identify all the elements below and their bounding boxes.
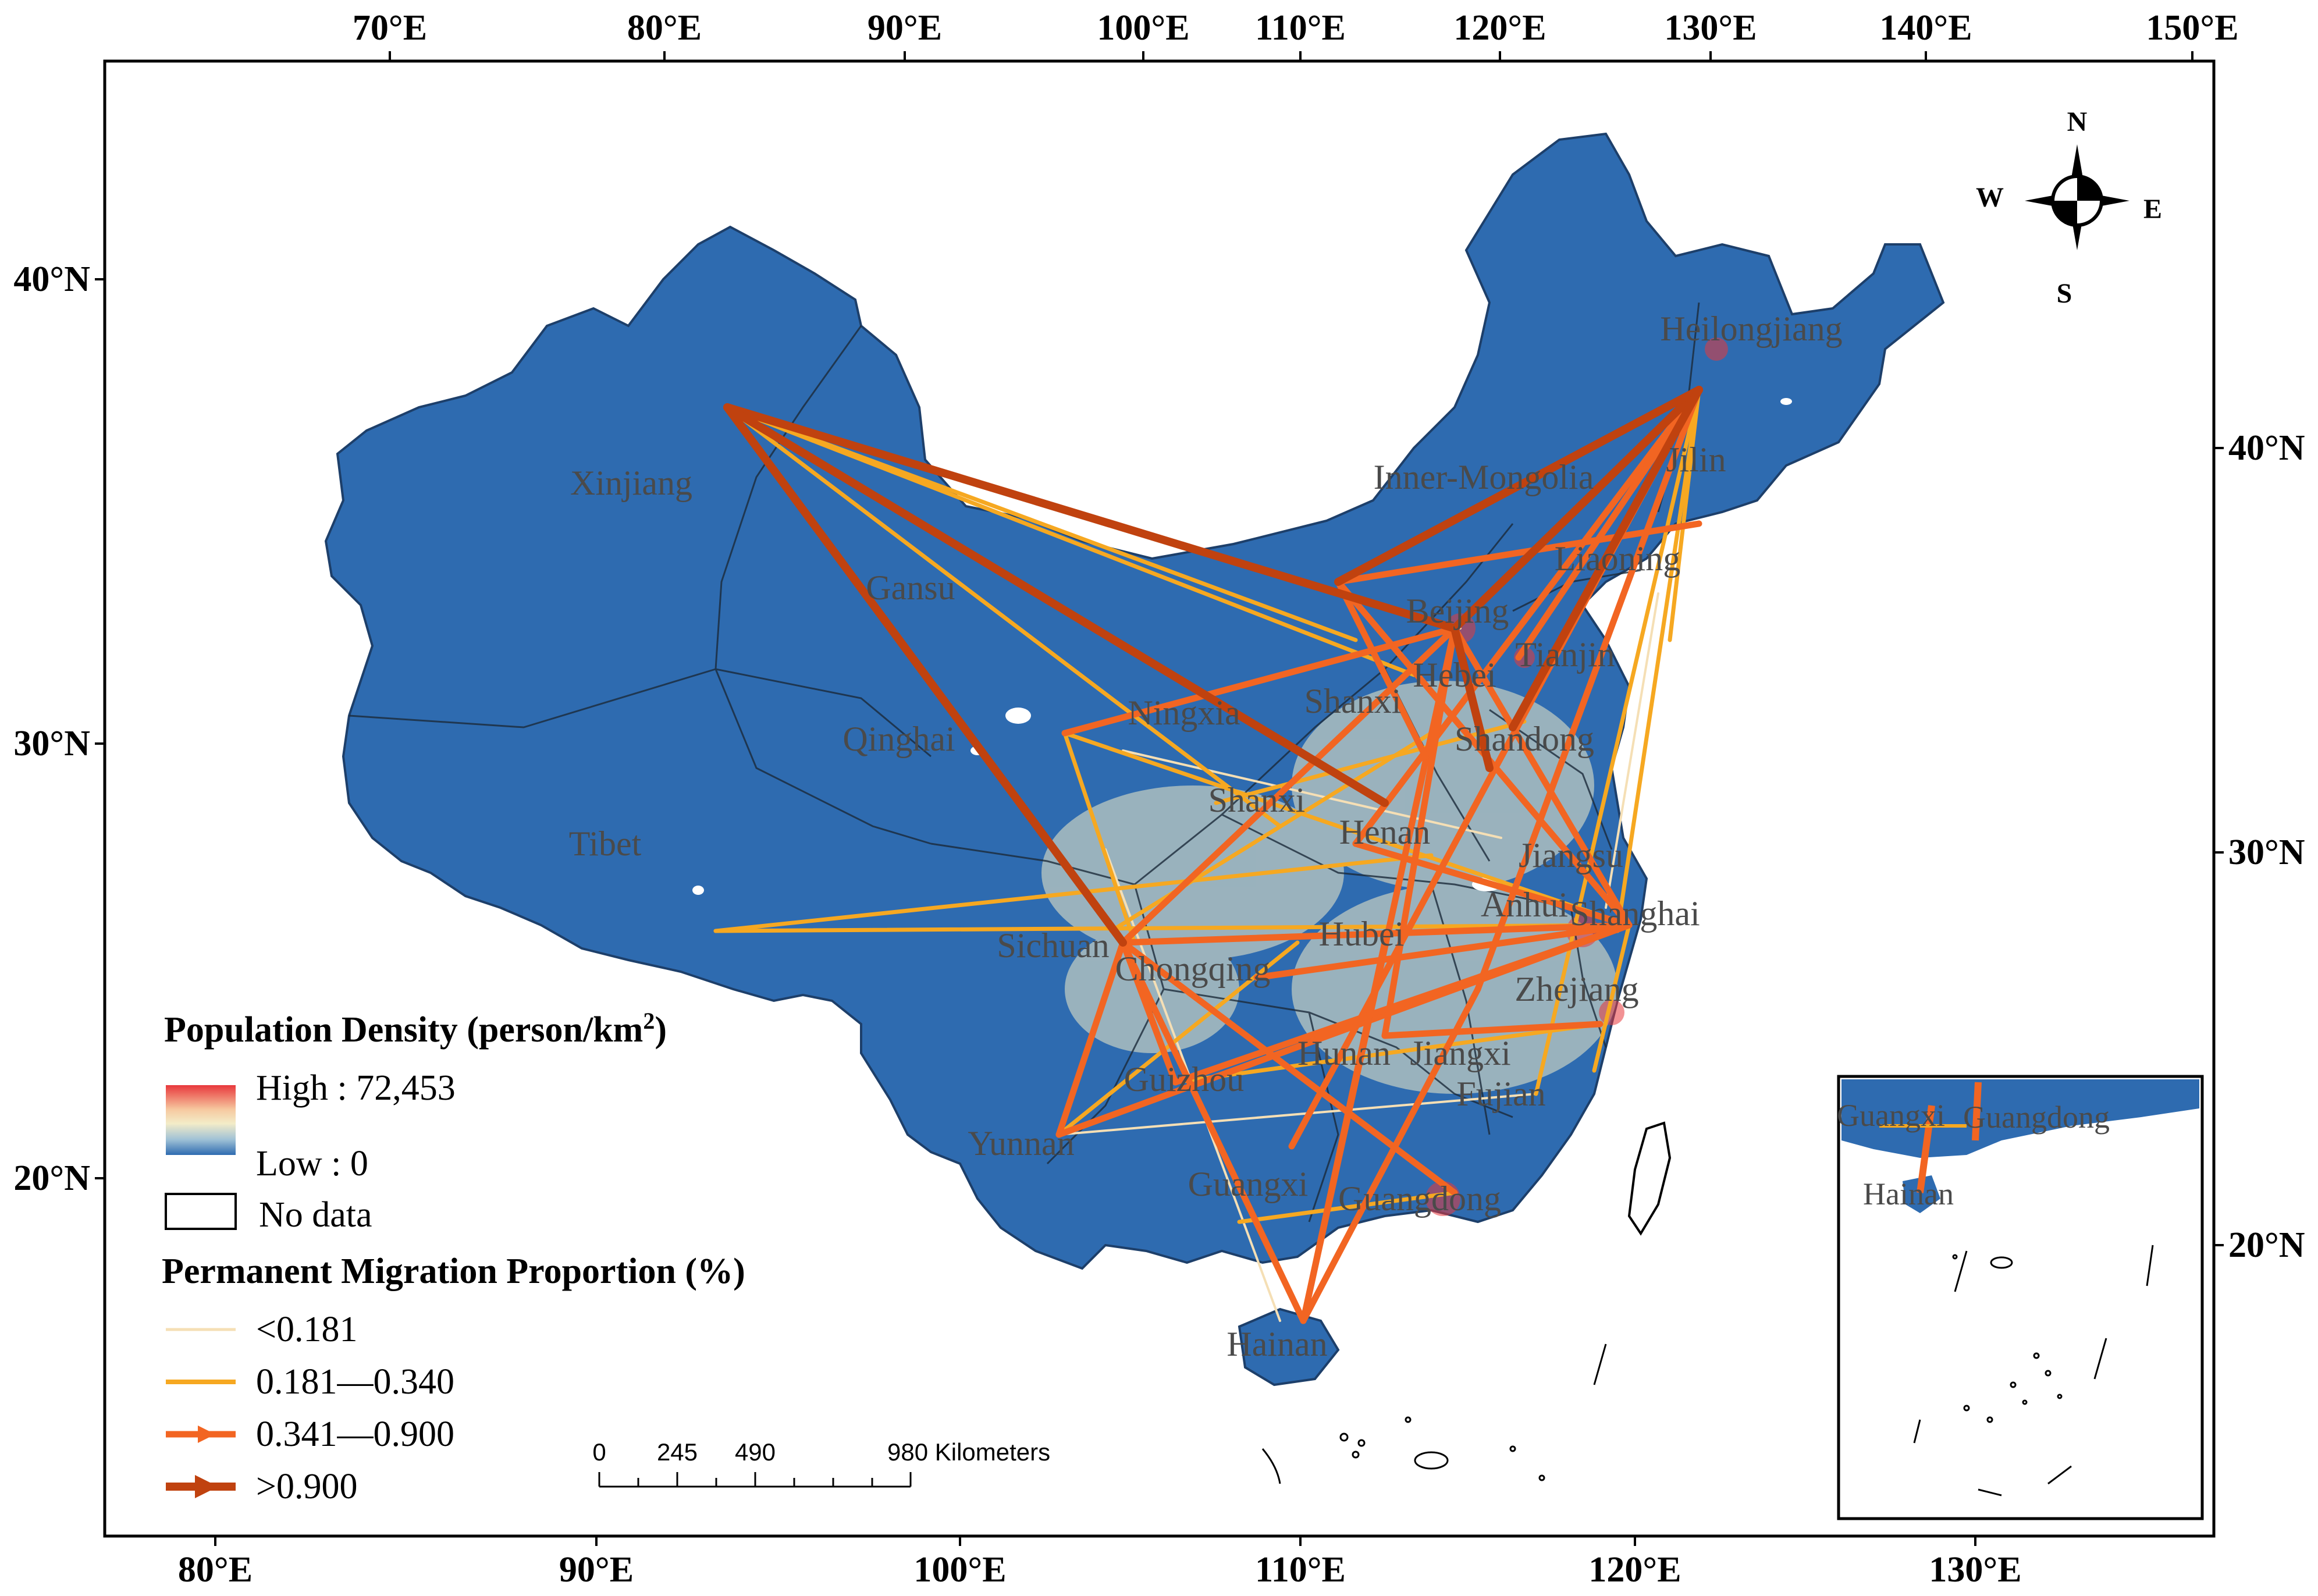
top-lon-label: 80°E (627, 8, 702, 48)
density-high-label: High : 72,453 (256, 1068, 456, 1108)
province-label: Yunnan (968, 1124, 1074, 1163)
right-lat-label: 20°N (2228, 1225, 2305, 1265)
right-latitude-labels: 40°N 30°N 20°N (2228, 428, 2305, 1265)
density-legend-title: Population Density (person/km2) (164, 1008, 667, 1050)
province-label: Guangxi (1188, 1165, 1309, 1203)
density-low-label: Low : 0 (256, 1144, 368, 1183)
scale-label: 980 Kilometers (887, 1438, 1050, 1466)
province-label: Liaoning (1555, 539, 1681, 578)
north-arrow-compass: N S W E (1976, 106, 2162, 309)
bottom-lon-label: 120°E (1588, 1550, 1681, 1590)
top-lon-label: 110°E (1255, 8, 1346, 48)
province-label: Inner-Mongolia (1374, 458, 1594, 496)
province-label: Jiangsu (1519, 836, 1623, 875)
inset-label: Guangdong (1963, 1100, 2110, 1135)
province-label: Gansu (866, 568, 955, 607)
compass-s: S (2057, 278, 2072, 309)
top-lon-label: 70°E (353, 8, 427, 48)
province-label: Ningxia (1128, 694, 1240, 732)
province-label: Qinghai (842, 720, 955, 758)
top-lon-label: 130°E (1664, 8, 1757, 48)
migration-class-label: 0.181—0.340 (256, 1362, 454, 1402)
left-lat-label: 20°N (13, 1158, 90, 1198)
province-label: Shanxi (1304, 682, 1402, 720)
province-label: Tianjin (1515, 635, 1615, 674)
inset-map: Guangxi Guangdong Hainan (1837, 1075, 2204, 1520)
bottom-longitude-labels: 80°E 90°E 100°E 110°E 120°E 130°E (178, 1550, 2022, 1590)
province-label: Sichuan (997, 926, 1109, 965)
province-label: Fujian (1456, 1075, 1545, 1113)
top-lon-label: 120°E (1453, 8, 1546, 48)
province-label: Shanxi (1208, 781, 1306, 819)
top-lon-label: 140°E (1879, 8, 1972, 48)
province-label: Shandong (1455, 720, 1594, 758)
migration-legend-title: Permanent Migration Proportion (%) (162, 1252, 745, 1291)
province-label: Hainan (1226, 1325, 1327, 1363)
province-label: Guangdong (1338, 1179, 1501, 1218)
left-lat-label: 30°N (13, 724, 90, 763)
province-label: Zhejiang (1514, 970, 1638, 1008)
top-lon-label: 90°E (868, 8, 942, 48)
frame-ticks (95, 51, 2224, 1546)
province-label: Beijing (1406, 592, 1509, 630)
province-label: Anhui (1481, 886, 1568, 924)
bottom-lon-label: 130°E (1929, 1550, 2021, 1590)
migration-class-label: 0.341—0.900 (256, 1414, 454, 1454)
migration-class-label: <0.181 (256, 1310, 357, 1349)
bottom-lon-label: 90°E (559, 1550, 634, 1590)
compass-e: E (2143, 194, 2162, 225)
left-lat-label: 40°N (13, 260, 90, 299)
province-labels: Heilongjiang Xinjiang Inner-Mongolia Jil… (569, 310, 1843, 1363)
compass-n: N (2067, 106, 2088, 137)
compass-w: W (1976, 182, 2004, 213)
hainan-island (1238, 1307, 1340, 1387)
density-gradient-swatch (166, 1085, 236, 1155)
nodata-swatch (165, 1193, 237, 1230)
migration-class-label: >0.900 (256, 1467, 357, 1506)
scale-label: 0 (592, 1438, 606, 1466)
nodata-label: No data (259, 1195, 372, 1235)
top-lon-label: 150°E (2146, 8, 2238, 48)
bottom-lon-label: 110°E (1255, 1550, 1346, 1590)
province-label: Hubei (1319, 915, 1405, 953)
province-label: Hunan (1297, 1034, 1391, 1072)
top-longitude-labels: 70°E 80°E 90°E 100°E 110°E 120°E 130°E 1… (353, 8, 2239, 48)
province-label: Xinjiang (570, 464, 692, 502)
scale-bar-labels: 0 245 490 980 Kilometers (592, 1438, 1050, 1466)
bottom-lon-label: 100°E (913, 1550, 1006, 1590)
migration-flows (713, 386, 1703, 1324)
province-label: Tibet (569, 824, 642, 863)
province-label: Shanghai (1570, 894, 1700, 933)
scale-label: 245 (657, 1438, 698, 1466)
province-label: Jiangxi (1410, 1034, 1510, 1072)
province-label: Henan (1339, 813, 1431, 851)
right-lat-label: 30°N (2228, 833, 2305, 872)
province-label: Jilin (1666, 440, 1726, 479)
scale-label: 490 (735, 1438, 776, 1466)
province-label: Chongqing (1115, 950, 1271, 988)
top-lon-label: 100°E (1097, 8, 1189, 48)
province-label: Heilongjiang (1660, 310, 1842, 348)
province-label: Guizhou (1124, 1060, 1245, 1099)
legend: Population Density (person/km2) High : 7… (162, 1008, 745, 1506)
right-lat-label: 40°N (2228, 428, 2305, 468)
inset-label: Hainan (1863, 1176, 1954, 1211)
bottom-lon-label: 80°E (178, 1550, 253, 1590)
left-latitude-labels: 40°N 30°N 20°N (13, 260, 90, 1198)
scale-bar (598, 1472, 912, 1488)
inset-label: Guangxi (1837, 1098, 1945, 1133)
south-china-sea-islands (1261, 1343, 1607, 1484)
province-label: Hebei (1413, 656, 1496, 694)
taiwan-outline (1627, 1121, 1672, 1236)
